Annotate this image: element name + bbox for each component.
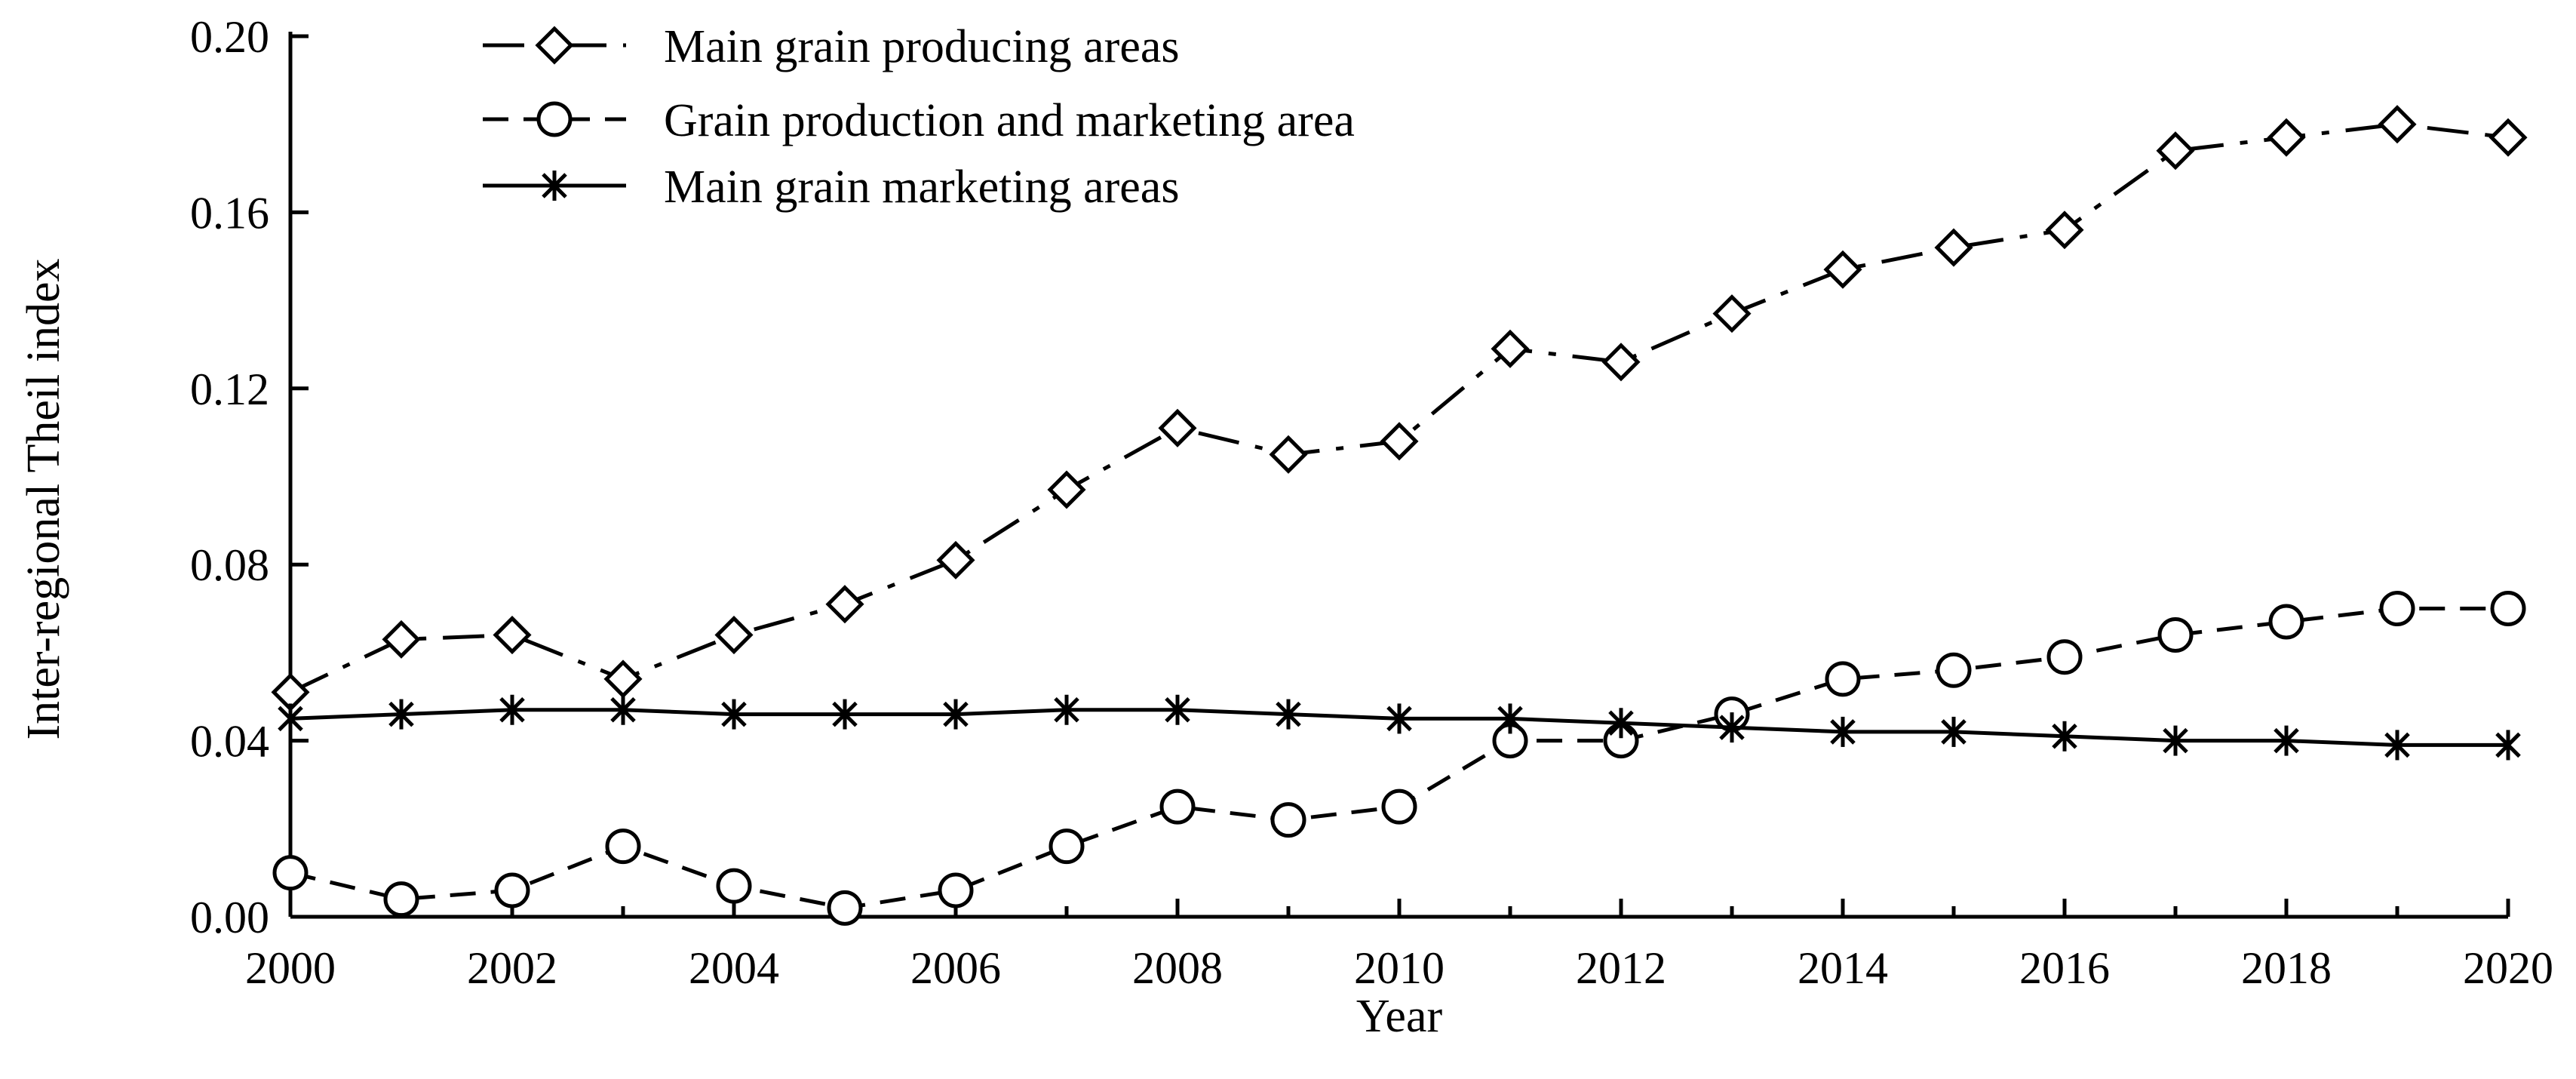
data-point-asterisk bbox=[1165, 694, 1190, 725]
legend-marker-circle bbox=[536, 101, 573, 137]
data-point-diamond bbox=[603, 659, 643, 699]
x-tick-label: 2004 bbox=[689, 943, 779, 993]
legend: Main grain producing areas Grain producti… bbox=[483, 21, 1355, 213]
data-point-diamond bbox=[2156, 131, 2195, 171]
data-point-circle bbox=[2157, 617, 2194, 653]
data-point-diamond bbox=[2045, 211, 2084, 250]
x-tick-label: 2014 bbox=[1798, 943, 1888, 993]
data-point-asterisk bbox=[2052, 721, 2077, 752]
legend-label: Main grain producing areas bbox=[664, 21, 1179, 72]
plot-area bbox=[271, 105, 2528, 926]
data-point-asterisk bbox=[721, 699, 747, 730]
data-point-asterisk bbox=[943, 699, 969, 730]
data-point-asterisk bbox=[1830, 716, 1856, 747]
data-point-circle bbox=[2046, 639, 2083, 675]
data-point-asterisk bbox=[388, 699, 414, 730]
data-point-diamond bbox=[1491, 329, 1530, 368]
data-point-asterisk bbox=[1386, 703, 1412, 734]
data-point-circle bbox=[827, 890, 863, 926]
data-point-diamond bbox=[2488, 118, 2528, 157]
data-point-circle bbox=[716, 868, 752, 904]
data-point-circle bbox=[1159, 788, 1196, 825]
data-point-circle bbox=[1825, 661, 1861, 697]
series-line-1 bbox=[289, 122, 2509, 694]
data-point-asterisk bbox=[2163, 725, 2188, 756]
data-point-diamond bbox=[1934, 228, 1973, 267]
data-point-asterisk bbox=[610, 694, 636, 725]
y-tick-label: 0.08 bbox=[190, 540, 269, 590]
data-point-circle bbox=[605, 828, 641, 865]
data-point-asterisk bbox=[1497, 703, 1523, 734]
data-point-asterisk bbox=[1608, 708, 1634, 739]
data-point-asterisk bbox=[2384, 730, 2410, 761]
data-point-diamond bbox=[382, 619, 421, 659]
legend-marker-diamond bbox=[535, 26, 574, 65]
data-point-diamond bbox=[1601, 343, 1641, 382]
data-point-diamond bbox=[493, 616, 532, 655]
y-tick-label: 0.16 bbox=[190, 188, 269, 238]
y-axis-title: Inter-regional Theil index bbox=[18, 258, 69, 739]
data-point-circle bbox=[1049, 828, 1085, 865]
data-point-diamond bbox=[2378, 105, 2417, 144]
data-point-circle bbox=[938, 872, 974, 908]
data-point-asterisk bbox=[1276, 699, 1301, 730]
x-tick-label: 2010 bbox=[1354, 943, 1445, 993]
data-point-asterisk bbox=[499, 694, 525, 725]
data-point-asterisk bbox=[832, 699, 858, 730]
data-point-asterisk bbox=[278, 703, 303, 734]
x-axis-title: Year bbox=[1356, 991, 1443, 1042]
data-point-asterisk bbox=[1719, 712, 1745, 743]
x-tick-label: 2002 bbox=[467, 943, 557, 993]
data-point-asterisk bbox=[2274, 725, 2299, 756]
data-point-circle bbox=[494, 872, 530, 908]
y-tick-label: 0.00 bbox=[190, 893, 269, 942]
x-tick-label: 2018 bbox=[2241, 943, 2332, 993]
x-tick-label: 2006 bbox=[910, 943, 1001, 993]
data-point-circle bbox=[2379, 591, 2415, 627]
y-tick-label: 0.04 bbox=[190, 717, 269, 767]
data-point-diamond bbox=[714, 616, 754, 655]
data-point-diamond bbox=[936, 540, 975, 579]
data-point-asterisk bbox=[1941, 716, 1967, 747]
y-tick-label: 0.20 bbox=[190, 12, 269, 62]
x-tick-label: 2000 bbox=[245, 943, 336, 993]
data-point-circle bbox=[1381, 788, 1417, 825]
data-point-diamond bbox=[2267, 118, 2306, 157]
x-tick-label: 2016 bbox=[2019, 943, 2110, 993]
x-tick-label: 2008 bbox=[1132, 943, 1223, 993]
data-point-diamond bbox=[1047, 470, 1086, 509]
data-point-diamond bbox=[1823, 250, 1862, 289]
legend-marker-asterisk bbox=[542, 171, 567, 201]
data-point-asterisk bbox=[2495, 730, 2521, 761]
legend-label: Grain production and marketing area bbox=[664, 95, 1355, 146]
y-tick-label: 0.12 bbox=[190, 364, 269, 414]
legend-label: Main grain marketing areas bbox=[664, 161, 1179, 213]
x-tick-label: 2020 bbox=[2463, 943, 2553, 993]
data-point-asterisk bbox=[1054, 694, 1079, 725]
data-point-circle bbox=[2490, 591, 2526, 627]
data-point-circle bbox=[1936, 652, 1972, 688]
data-point-circle bbox=[272, 855, 309, 891]
data-point-circle bbox=[383, 881, 419, 918]
data-point-diamond bbox=[1380, 422, 1419, 461]
data-point-diamond bbox=[1269, 435, 1308, 474]
data-point-diamond bbox=[1158, 408, 1197, 447]
data-point-circle bbox=[1270, 802, 1306, 838]
axes: 0.00 0.04 0.08 0.12 0.16 0.20 2000 2002 2004 2006… bbox=[190, 12, 2553, 993]
data-point-diamond bbox=[825, 585, 864, 624]
data-point-diamond bbox=[1712, 294, 1752, 334]
data-point-circle bbox=[2268, 604, 2304, 640]
x-tick-label: 2012 bbox=[1576, 943, 1666, 993]
